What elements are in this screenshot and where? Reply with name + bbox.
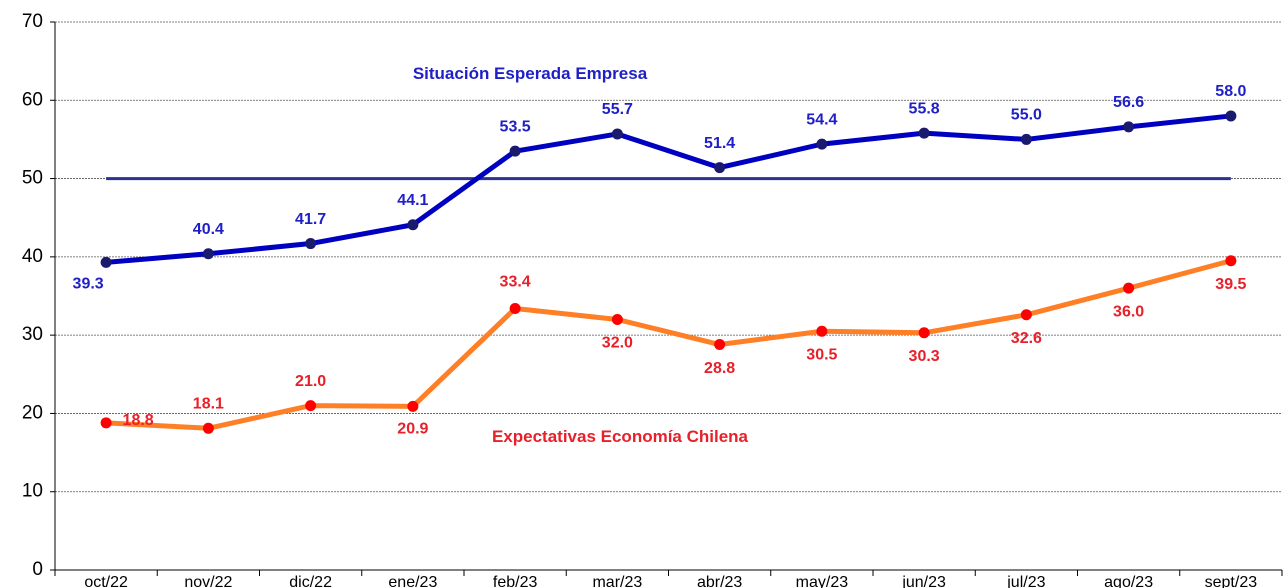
x-tick-label: jul/23 bbox=[1006, 574, 1045, 588]
data-label: 32.6 bbox=[1011, 330, 1042, 347]
data-point bbox=[202, 248, 214, 260]
y-tick-label: 70 bbox=[22, 11, 43, 32]
x-tick-label: mar/23 bbox=[592, 574, 642, 588]
x-tick-label: feb/23 bbox=[493, 574, 538, 588]
data-label: 51.4 bbox=[704, 135, 735, 152]
data-label: 58.0 bbox=[1215, 83, 1246, 100]
data-label: 20.9 bbox=[397, 421, 428, 438]
data-label: 56.6 bbox=[1113, 94, 1144, 111]
data-label: 40.4 bbox=[193, 221, 224, 238]
data-point bbox=[611, 313, 623, 325]
y-tick-label: 0 bbox=[32, 559, 43, 580]
y-tick-label: 40 bbox=[22, 246, 43, 267]
y-tick-label: 50 bbox=[22, 168, 43, 189]
data-point bbox=[407, 219, 419, 231]
y-tick-label: 20 bbox=[22, 402, 43, 423]
data-label: 39.5 bbox=[1215, 276, 1246, 293]
series-annotation: Situación Esperada Empresa bbox=[412, 64, 648, 83]
data-point bbox=[1020, 309, 1032, 321]
data-point bbox=[100, 417, 112, 429]
data-point bbox=[100, 256, 112, 268]
data-point bbox=[1225, 110, 1237, 122]
x-tick-label: sept/23 bbox=[1205, 574, 1258, 588]
data-point bbox=[1123, 282, 1135, 294]
data-point bbox=[509, 145, 521, 157]
series-annotation: Expectativas Economía Chilena bbox=[491, 427, 749, 446]
data-label: 33.4 bbox=[500, 274, 531, 291]
data-label: 55.8 bbox=[909, 100, 940, 117]
data-label: 32.0 bbox=[602, 335, 633, 352]
data-label: 36.0 bbox=[1113, 303, 1144, 320]
data-point bbox=[714, 339, 726, 351]
series-line bbox=[105, 258, 1232, 431]
data-point bbox=[918, 327, 930, 339]
data-label: 30.3 bbox=[909, 348, 940, 365]
data-point bbox=[305, 238, 317, 250]
x-tick-label: jun/23 bbox=[901, 574, 946, 588]
data-point bbox=[1123, 121, 1135, 133]
y-tick-label: 60 bbox=[22, 89, 43, 110]
x-tick-label: may/23 bbox=[796, 574, 849, 588]
data-point bbox=[202, 422, 214, 434]
data-label: 53.5 bbox=[500, 118, 531, 135]
data-point bbox=[714, 162, 726, 174]
x-tick-label: oct/22 bbox=[84, 574, 128, 588]
y-tick-label: 30 bbox=[22, 324, 43, 345]
data-point bbox=[305, 400, 317, 412]
x-tick-label: ene/23 bbox=[388, 574, 437, 588]
x-tick-label: ago/23 bbox=[1104, 574, 1153, 588]
data-point bbox=[816, 138, 828, 150]
series-line bbox=[105, 113, 1232, 265]
data-label: 55.0 bbox=[1011, 107, 1042, 124]
data-label: 18.8 bbox=[123, 412, 154, 429]
data-point bbox=[1020, 133, 1032, 145]
data-label: 39.3 bbox=[73, 276, 104, 293]
x-tick-label: dic/22 bbox=[289, 574, 332, 588]
data-point bbox=[407, 400, 419, 412]
data-label: 18.1 bbox=[193, 396, 224, 413]
x-tick-label: abr/23 bbox=[697, 574, 742, 588]
data-label: 44.1 bbox=[397, 192, 428, 209]
data-point bbox=[918, 127, 930, 139]
data-label: 28.8 bbox=[704, 360, 735, 377]
y-tick-label: 10 bbox=[22, 481, 43, 502]
data-label: 21.0 bbox=[295, 373, 326, 390]
data-point bbox=[816, 325, 828, 337]
data-point bbox=[611, 128, 623, 140]
data-point bbox=[1225, 255, 1237, 267]
data-label: 30.5 bbox=[806, 346, 837, 363]
data-label: 55.7 bbox=[602, 101, 633, 118]
data-label: 54.4 bbox=[806, 111, 837, 128]
data-point bbox=[509, 303, 521, 315]
data-label: 41.7 bbox=[295, 211, 326, 228]
x-tick-label: nov/22 bbox=[184, 574, 232, 588]
